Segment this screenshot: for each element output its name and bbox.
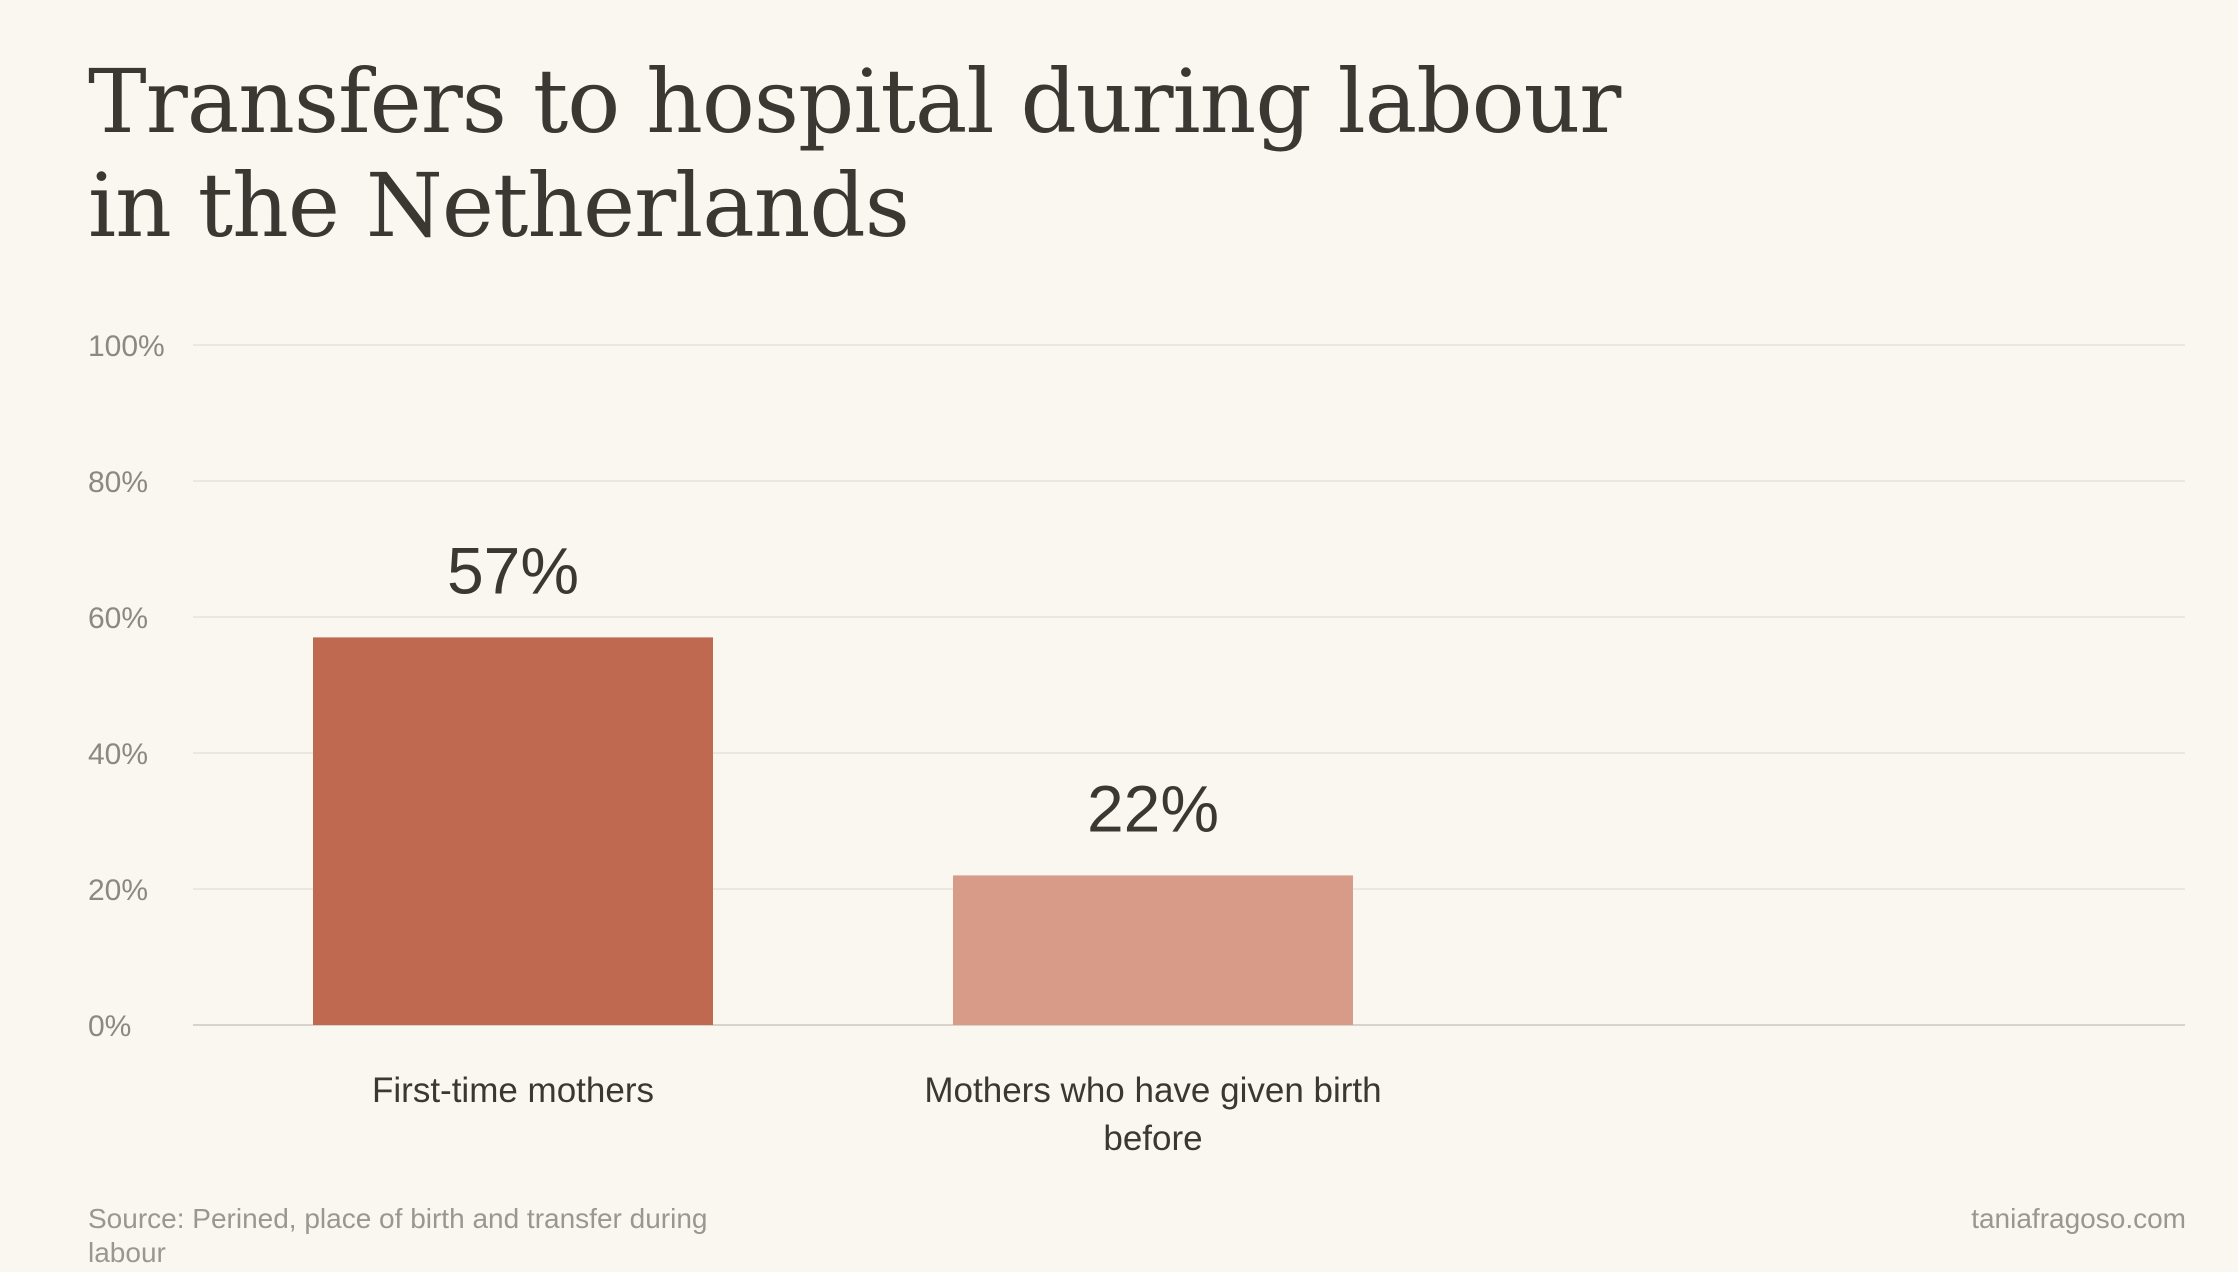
y-tick-label: 20%: [88, 874, 148, 907]
chart-title: Transfers to hospital during labour in t…: [88, 50, 1621, 257]
x-tick-label: Mothers who have given birth before: [924, 1071, 1381, 1158]
y-tick-label: 0%: [88, 1010, 131, 1043]
y-tick-label: 80%: [88, 466, 148, 499]
data-label: 22%: [1087, 771, 1219, 845]
y-tick-label: 100%: [88, 330, 165, 363]
bar-chart: 0% 20% 40% 60% 80% 100% 57% First-time mothers 2…: [88, 330, 2185, 1158]
credit-link[interactable]: taniafragoso.com: [1971, 1203, 2186, 1234]
y-tick-label: 60%: [88, 602, 148, 635]
source-note: Source: Perined, place of birth and tran…: [88, 1203, 708, 1268]
bar: [953, 875, 1353, 1025]
bar: [313, 637, 713, 1025]
data-label: 57%: [447, 533, 579, 607]
x-tick-label: First-time mothers: [372, 1071, 654, 1110]
y-tick-label: 40%: [88, 738, 148, 771]
